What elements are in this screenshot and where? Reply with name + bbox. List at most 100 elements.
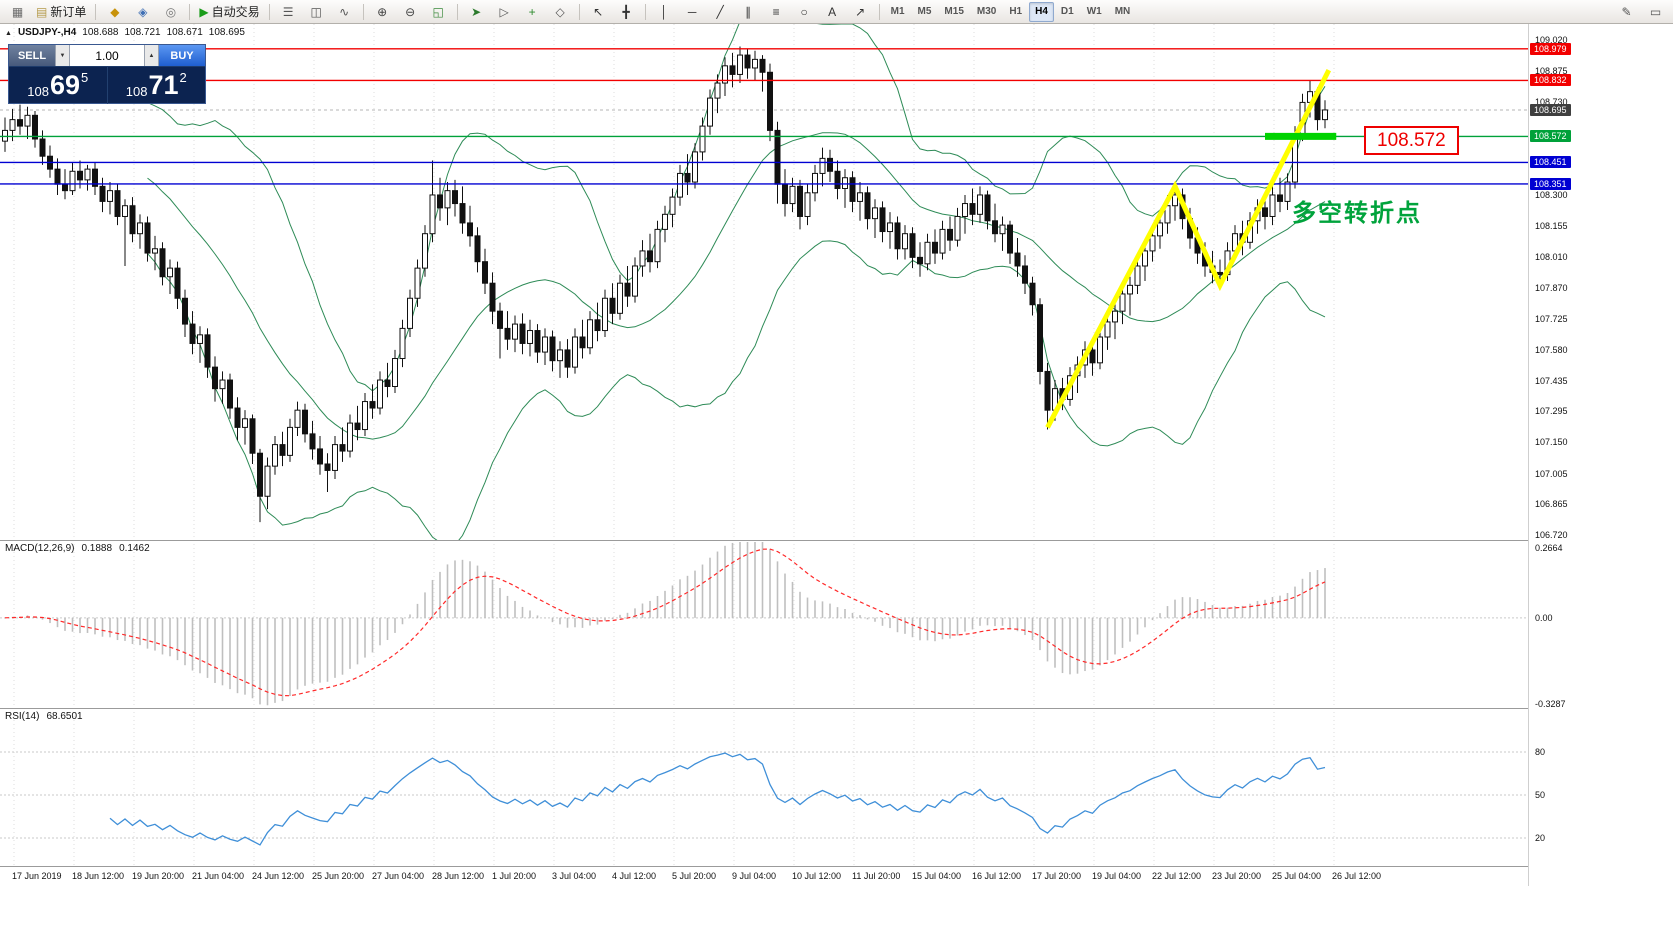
buy-price-figure: 108 — [125, 84, 148, 99]
tile-windows-button[interactable]: ◱ — [425, 1, 452, 22]
vertical-line-tool-icon: │ — [660, 4, 668, 19]
horizontal-line-tool-button[interactable]: ─ — [679, 1, 706, 22]
price-level-badge: 108.832 — [1530, 74, 1571, 87]
timeframe-m30-button[interactable]: M30 — [976, 6, 997, 17]
price-axis-label: 109.020 — [1535, 35, 1568, 45]
time-axis-label: 24 Jun 12:00 — [252, 871, 305, 881]
cursor-tool-button[interactable]: ↖ — [585, 1, 612, 22]
time-axis[interactable]: 17 Jun 2019 18 Jun 12:00 19 Jun 20:00 21 Ju… — [0, 866, 1528, 886]
buy-price-point: 2 — [179, 70, 187, 85]
time-axis-label: 22 Jul 12:00 — [1152, 871, 1202, 881]
cursor-tool-icon: ↖ — [593, 4, 604, 19]
fibonacci-tool-button[interactable]: ≡ — [763, 1, 790, 22]
price-axis-label: 107.295 — [1535, 406, 1568, 417]
new-chart-button[interactable]: ▦ — [4, 1, 31, 22]
price-level-badge: 108.451 — [1530, 156, 1571, 169]
panel-separator — [0, 866, 1673, 867]
market-watch-icon: ◆ — [110, 4, 120, 19]
zoom-in-button[interactable]: ⊕ — [369, 1, 396, 22]
sell-button[interactable]: SELL — [9, 45, 55, 66]
autotrading-icon: ▶ — [199, 4, 209, 19]
buy-button[interactable]: BUY — [159, 45, 205, 66]
price-chart-canvas[interactable] — [0, 24, 1528, 540]
time-axis-label: 19 Jun 20:00 — [132, 871, 185, 881]
autotrading-label: 自动交易 — [211, 5, 260, 19]
ohlc-low: 108.671 — [166, 27, 203, 38]
toolbar-separator — [878, 3, 880, 20]
price-axis[interactable]: 109.020 108.875 108.730 108.300 108.155 108.0… — [1528, 24, 1673, 886]
sell-price-button[interactable]: 108 69 5 — [9, 67, 108, 104]
data-window-button[interactable]: ◈ — [129, 1, 156, 22]
bar-chart-mode-icon: ☰ — [282, 4, 294, 19]
navigator-button[interactable]: ◎ — [157, 1, 184, 22]
macd-panel-canvas[interactable] — [0, 540, 1528, 708]
tile-windows-icon: ◱ — [432, 4, 444, 19]
timeframe-m1-button[interactable]: M1 — [890, 6, 905, 17]
channel-tool-button[interactable]: ∥ — [735, 1, 762, 22]
timeframe-h4-button[interactable]: H4 — [1029, 1, 1054, 22]
time-axis-label: 28 Jun 12:00 — [432, 871, 485, 881]
new-order-label: 新订单 — [50, 5, 87, 19]
timeframe-mn-button[interactable]: MN — [1114, 6, 1131, 17]
autotrading-button[interactable]: ▶ 自动交易 — [195, 1, 263, 22]
window-tool-button[interactable]: ▭ — [1642, 1, 1669, 22]
horizontal-line-tool-icon: ─ — [687, 4, 697, 19]
zoom-out-button[interactable]: ⊖ — [397, 1, 424, 22]
timeframe-w1-button[interactable]: W1 — [1086, 6, 1102, 17]
price-axis-label: 107.150 — [1535, 437, 1568, 448]
edit-tool-button[interactable]: ✎ — [1613, 1, 1640, 22]
ohlc-close: 108.695 — [208, 27, 245, 38]
market-watch-button[interactable]: ◆ — [101, 1, 128, 22]
auto-scroll-button[interactable]: ➤ — [463, 1, 490, 22]
arrows-tool-button[interactable]: ↗ — [847, 1, 874, 22]
volume-input[interactable] — [70, 45, 144, 66]
price-axis-label: 108.010 — [1535, 252, 1568, 263]
trendline-tool-button[interactable]: ╱ — [707, 1, 734, 22]
sell-price-point: 5 — [81, 70, 89, 85]
time-axis-label: 23 Jul 20:00 — [1212, 871, 1262, 881]
turning-point-annotation[interactable]: 多空转折点 — [1292, 200, 1422, 227]
time-axis-label: 25 Jul 04:00 — [1272, 871, 1322, 881]
chart-shift-button[interactable]: ▷ — [491, 1, 518, 22]
timeframe-m5-button[interactable]: M5 — [917, 6, 932, 17]
price-level-badge: 108.695 — [1530, 103, 1571, 116]
time-axis-label: 17 Jul 20:00 — [1032, 871, 1082, 881]
buy-price-button[interactable]: 108 71 2 — [108, 67, 206, 104]
timeframe-h1-button[interactable]: H1 — [1009, 6, 1023, 17]
text-tool-icon: A — [828, 4, 837, 19]
crosshair-tool-button[interactable]: ╋ — [613, 1, 640, 22]
text-tool-button[interactable]: A — [819, 1, 846, 22]
vertical-line-tool-button[interactable]: │ — [651, 1, 678, 22]
toolbar-separator — [456, 3, 458, 20]
channel-tool-icon: ∥ — [745, 4, 752, 19]
price-axis-label: 80 — [1535, 747, 1546, 757]
toolbar-right-group: ✎ ▭ — [1613, 1, 1669, 22]
objects-list-button[interactable]: ◇ — [547, 1, 574, 22]
volume-increase-button[interactable]: ▲ — [144, 45, 159, 66]
volume-decrease-button[interactable]: ▼ — [55, 45, 70, 66]
candlestick-mode-button[interactable]: ◫ — [303, 1, 330, 22]
fibonacci-tool-icon: ≡ — [772, 4, 780, 19]
price-axis-label: 107.005 — [1535, 468, 1568, 479]
timeframe-d1-button[interactable]: D1 — [1060, 6, 1074, 17]
navigator-icon: ◎ — [165, 4, 177, 19]
panel-separator[interactable] — [0, 708, 1673, 709]
indicators-list-button[interactable]: + — [519, 1, 546, 22]
zoom-out-icon: ⊖ — [405, 4, 416, 19]
time-axis-label: 10 Jul 12:00 — [792, 871, 842, 881]
price-level-callout[interactable]: 108.572 — [1364, 126, 1459, 155]
panel-separator[interactable] — [0, 540, 1673, 541]
new-order-button[interactable]: ▤ 新订单 — [32, 1, 90, 22]
one-click-trading-panel: SELL ▼ ▲ BUY 108 69 5 108 71 2 — [8, 44, 206, 104]
line-chart-mode-button[interactable]: ∿ — [331, 1, 358, 22]
shapes-tool-button[interactable]: ○ — [791, 1, 818, 22]
macd-indicator-label: MACD(12,26,9) 0.1888 0.1462 — [5, 543, 150, 554]
arrows-tool-icon: ↗ — [855, 4, 866, 19]
price-axis-label: 108.155 — [1535, 221, 1568, 232]
bar-chart-mode-button[interactable]: ☰ — [275, 1, 302, 22]
buy-price-pips: 71 — [148, 70, 179, 100]
timeframe-m15-button[interactable]: M15 — [944, 6, 964, 17]
rsi-panel-canvas[interactable] — [0, 708, 1528, 866]
candlestick-mode-icon: ◫ — [310, 4, 322, 19]
window-tool-icon: ▭ — [1649, 4, 1662, 19]
